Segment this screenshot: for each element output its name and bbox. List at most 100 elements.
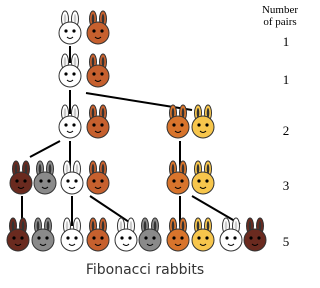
eye [37,236,40,239]
face [32,229,54,251]
eye [249,236,252,239]
eye [15,179,18,182]
eye [233,236,236,239]
rabbit [87,11,109,44]
caption: Fibonacci rabbits [0,262,290,278]
eye [64,123,67,126]
face [192,229,214,251]
face [10,172,32,194]
face [192,116,214,138]
eye [45,236,48,239]
face [167,116,189,138]
rabbit [87,161,109,194]
face [59,65,81,87]
eye [47,179,50,182]
eye [180,179,183,182]
diagram: Number of pairs Fibonacci rabbits 1 1 2 3 5 [0,0,301,288]
face [167,172,189,194]
pair-count: 1 [272,34,300,50]
eye [100,72,103,75]
eye [74,236,77,239]
rabbit [167,218,189,251]
pair-count: 5 [272,234,300,250]
face [34,172,56,194]
column-header: Number of pairs [258,4,301,28]
face [115,229,137,251]
eye [39,179,42,182]
eye [66,179,69,182]
rabbit [192,105,214,138]
eye [64,29,67,32]
pair-count: 2 [272,123,300,139]
face [87,229,109,251]
eye [120,236,123,239]
rabbit [167,105,189,138]
eye [12,236,15,239]
eye [197,123,200,126]
eye [144,236,147,239]
eye [172,236,175,239]
eye [257,236,260,239]
rabbit [10,161,32,194]
eye [66,236,69,239]
eye [152,236,155,239]
eye [205,123,208,126]
rabbit [192,161,214,194]
rabbit [61,161,83,194]
eye [92,29,95,32]
eye [197,179,200,182]
eye [100,29,103,32]
eye [64,72,67,75]
eye [72,72,75,75]
eye [92,72,95,75]
eye [100,179,103,182]
connector [30,141,60,157]
rabbit [220,218,242,251]
eye [180,236,183,239]
rabbit [7,218,29,251]
eye [23,179,26,182]
face [87,116,109,138]
eye [100,123,103,126]
eye [72,29,75,32]
face [87,65,109,87]
rabbit-tree [0,0,270,260]
face [192,172,214,194]
eye [197,236,200,239]
face [7,229,29,251]
connector [90,196,132,224]
face [59,22,81,44]
eye [92,123,95,126]
rabbit [115,218,137,251]
eye [180,123,183,126]
rabbit [87,54,109,87]
eye [74,179,77,182]
rabbit [87,105,109,138]
eye [100,236,103,239]
rabbit [87,218,109,251]
face [87,22,109,44]
rabbit [244,218,266,251]
eye [72,123,75,126]
face [139,229,161,251]
rabbit [167,161,189,194]
eye [172,123,175,126]
rabbit [139,218,161,251]
rabbit [34,161,56,194]
rabbit [192,218,214,251]
face [61,172,83,194]
eye [225,236,228,239]
face [220,229,242,251]
eye [92,236,95,239]
pair-count: 3 [272,178,300,194]
rabbit [59,11,81,44]
eye [92,179,95,182]
face [59,116,81,138]
pair-count: 1 [272,72,300,88]
eye [205,236,208,239]
face [167,229,189,251]
eye [205,179,208,182]
face [244,229,266,251]
eye [172,179,175,182]
face [61,229,83,251]
